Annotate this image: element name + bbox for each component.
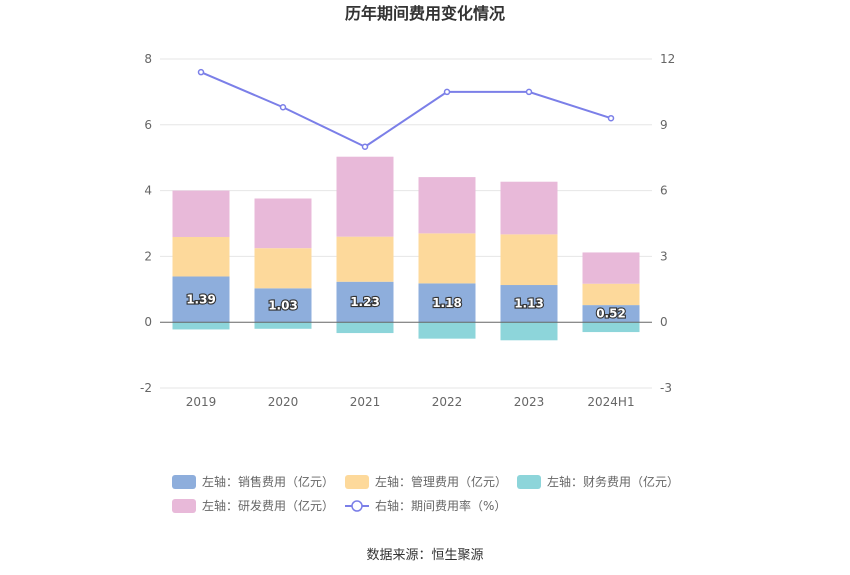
sales-bar [336,281,394,323]
sales-bar [254,288,312,323]
legend-label: 右轴：期间费用率（%） [375,498,506,513]
finance-bar [418,322,476,339]
chart-title: 历年期间费用变化情况 [345,4,505,23]
finance-bar [500,322,558,341]
admin-bar [172,236,230,277]
rd-bar [582,252,640,284]
left-tick-label: 4 [144,184,152,198]
sales-bar [582,305,640,323]
finance-bar [172,322,230,330]
right-tick-label: 3 [660,249,668,263]
left-tick-label: 8 [144,52,152,66]
admin-bar [336,236,394,282]
sales-value-label: 1.23 [350,295,380,309]
x-axis-ticks: 2019 2020 2021 2022 2023 2024H1 [186,395,635,409]
x-tick-label: 2022 [432,395,463,409]
expense-ratio-point [361,143,369,150]
sales-value-label: 1.39 [186,292,216,306]
legend-swatch [172,475,196,489]
left-tick-label: -2 [140,381,152,395]
legend: 左轴：销售费用（亿元） 左轴：管理费用（亿元） 左轴：财务费用（亿元） 左轴：研发费用… [172,474,679,513]
bar-value-labels: 1.39 1.03 1.23 1.18 1.13 0.52 [185,291,627,322]
rd-bar [336,156,394,237]
left-tick-label: 0 [144,315,152,329]
right-tick-label: -3 [660,381,672,395]
x-tick-label: 2019 [186,395,217,409]
line-series [197,68,615,150]
admin-bar [582,283,640,306]
right-tick-label: 6 [660,184,668,198]
rd-bar [254,198,312,249]
right-axis-ticks: -3 0 3 6 9 12 [660,52,675,395]
left-tick-label: 2 [144,249,152,263]
legend-swatch [345,475,369,489]
expense-ratio-point [443,88,451,96]
expense-ratio-point [525,88,533,96]
admin-bar [500,234,558,286]
expense-ratio-point [607,114,615,122]
x-tick-label: 2021 [350,395,381,409]
legend-label: 左轴：财务费用（亿元） [547,474,679,489]
sales-value-label: 1.03 [268,298,298,312]
right-tick-label: 12 [660,52,675,66]
expense-ratio-line [200,71,612,148]
sales-value-label: 1.18 [432,296,462,310]
sales-value-label: 1.13 [514,297,544,311]
legend-swatch [517,475,541,489]
sales-value-label: 0.52 [596,307,626,321]
source-note: 数据来源：恒生聚源 [366,548,483,563]
left-axis-ticks: -2 0 2 4 6 8 [140,52,152,395]
legend-label: 左轴：管理费用（亿元） [375,474,507,489]
right-tick-label: 9 [660,118,668,132]
legend-swatch [172,499,196,513]
rd-bar [418,177,476,234]
legend-label: 左轴：研发费用（亿元） [202,498,334,513]
admin-bar [418,233,476,284]
expense-ratio-point [279,104,287,111]
sales-bar [172,276,230,323]
rd-bar [500,181,558,235]
finance-bar [254,322,312,329]
sales-bar [418,283,476,323]
admin-bar [254,248,312,289]
gridlines [160,58,652,389]
bar-series [172,156,640,341]
legend-line-marker [351,500,363,512]
sales-bar [500,285,558,323]
left-tick-label: 6 [144,118,152,132]
rd-bar [172,190,230,237]
expense-ratio-point [197,68,205,76]
right-tick-label: 0 [660,315,668,329]
finance-bar [582,322,640,333]
x-tick-label: 2020 [268,395,299,409]
x-tick-label: 2023 [514,395,545,409]
finance-bar [336,322,394,334]
legend-label: 左轴：销售费用（亿元） [202,474,334,489]
x-tick-label: 2024H1 [587,395,634,409]
